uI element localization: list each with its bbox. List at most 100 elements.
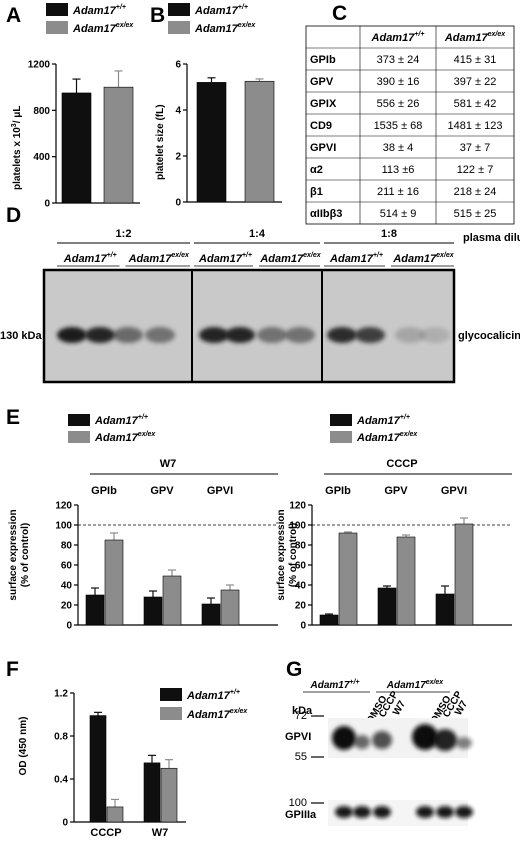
lane-label-wt-sup: +/+ — [107, 252, 117, 259]
legend-wt-sup: +/+ — [230, 689, 240, 696]
blot-band — [199, 327, 229, 343]
blot-band — [436, 806, 454, 818]
table-header-ko-sup: ex/ex — [488, 31, 507, 38]
chart-e-w7: W7 0 20 40 60 80 100 120 GPIb GPV GPVI — [55, 458, 278, 632]
blot-band — [416, 806, 434, 818]
ylabel-e-left-2: (% of control) — [20, 523, 31, 587]
lane-label-ko-text: Adam17 — [259, 253, 304, 265]
svg-text:Adam17ex/ex: Adam17ex/ex — [72, 22, 134, 35]
legend-swatch-wt — [168, 3, 190, 16]
table-cell-wt: 514 ± 9 — [380, 208, 417, 220]
legend-wt-sup: +/+ — [138, 414, 148, 421]
panel-label-b: B — [150, 4, 165, 27]
table-row-name: αIIbβ3 — [310, 208, 342, 220]
bar-ko — [244, 80, 275, 203]
bar-ko — [220, 589, 240, 626]
table-cell-wt: 390 ± 16 — [377, 76, 420, 88]
legend-swatch-ko — [330, 431, 352, 443]
ylabel-b: platelet size (fL) — [155, 104, 166, 180]
bar-ko — [338, 532, 358, 626]
dilution-label: 1:4 — [249, 228, 266, 240]
marker-55: 55 — [295, 751, 307, 763]
lane-label-wt-text: Adam17 — [198, 253, 243, 265]
bar-ko — [103, 86, 134, 204]
bar-wt — [85, 594, 105, 626]
marker-100: 100 — [289, 797, 307, 809]
blot-band — [455, 806, 473, 818]
legend-ko-label: Adam17 — [194, 23, 239, 35]
lane-label-ko-sup: ex/ex — [436, 252, 455, 259]
lane-label-wt: Adam17+/+ — [329, 252, 383, 265]
blot-band — [335, 806, 353, 818]
group-label-wt: Adam17+/+ — [309, 679, 359, 691]
category-label: GPIb — [91, 485, 117, 497]
blot-band — [456, 737, 472, 749]
y-tick-label: 0 — [300, 621, 306, 632]
table-row-name: GPIb — [310, 54, 336, 66]
kda-label: kDa — [292, 705, 313, 717]
ylabel-f: OD (450 nm) — [18, 717, 29, 776]
category-label: W7 — [152, 827, 169, 839]
blot-band — [332, 726, 356, 750]
bar-ko — [162, 575, 182, 626]
blot-band — [355, 327, 385, 343]
blot-band — [257, 327, 287, 343]
category-label: GPVI — [207, 485, 233, 497]
y-tick-label: 0 — [62, 818, 68, 829]
legend-ko-sup: ex/ex — [400, 431, 419, 438]
svg-text:Adam17ex/ex: Adam17ex/ex — [94, 431, 156, 444]
group-label-ko-sup: ex/ex — [426, 679, 445, 686]
table-header-ko: Adam17ex/ex — [444, 31, 506, 44]
legend-wt-label: Adam17 — [194, 5, 239, 17]
y-tick-label: 60 — [61, 561, 73, 572]
lane-label-ko-sup: ex/ex — [171, 252, 190, 259]
legend-ko-label: Adam17 — [186, 709, 231, 721]
table-cell-ko: 581 ± 42 — [454, 98, 497, 110]
lane-label-wt-sup: +/+ — [373, 252, 383, 259]
y-tick-label: 800 — [33, 106, 50, 117]
y-tick-label: 400 — [33, 152, 50, 163]
blot-band — [412, 724, 438, 750]
svg-text:Adam17+/+: Adam17+/+ — [94, 414, 148, 427]
group-label-wt-sup: +/+ — [349, 679, 359, 686]
table-cell-ko: 1481 ± 123 — [448, 120, 503, 132]
table-cell-ko: 218 ± 24 — [454, 186, 497, 198]
bar-wt — [435, 593, 455, 626]
dilution-label: 1:8 — [381, 228, 397, 240]
y-tick-label: 4 — [175, 106, 181, 117]
legend-wt-sup: +/+ — [238, 4, 248, 11]
legend-ko-sup: ex/ex — [116, 22, 135, 29]
table-row-name: GPV — [310, 76, 334, 88]
lane-label-wt: Adam17+/+ — [63, 252, 117, 265]
y-tick-label: 100 — [289, 521, 306, 532]
svg-text:Adam17+/+: Adam17+/+ — [72, 4, 126, 17]
y-tick-label: 0 — [175, 198, 181, 209]
table-border — [305, 25, 515, 225]
legend-wt-label: Adam17 — [356, 415, 401, 427]
legend-b: Adam17+/+ Adam17ex/ex — [168, 3, 256, 35]
table-row-name: β1 — [310, 186, 323, 198]
blot-band — [395, 327, 425, 343]
legend-f: Adam17+/+ Adam17ex/ex — [160, 688, 248, 721]
table-row-name: CD9 — [310, 120, 332, 132]
legend-swatch-ko — [168, 21, 190, 34]
band-label: glycocalicin — [458, 330, 520, 342]
chart-f: 0 0.4 0.8 1.2 CCCP W7 — [54, 689, 186, 839]
blot-band — [225, 327, 255, 343]
svg-text:Adam17+/+: Adam17+/+ — [186, 689, 240, 702]
lane-label-wt: Adam17+/+ — [198, 252, 252, 265]
svg-text:Adam17+/+: Adam17+/+ — [194, 4, 248, 17]
panel-label-e: E — [6, 406, 20, 429]
legend-ko-sup: ex/ex — [138, 431, 157, 438]
group-title: CCCP — [386, 458, 417, 470]
y-tick-label: 0.4 — [54, 775, 68, 786]
lane-label-ko-text: Adam17 — [128, 253, 173, 265]
y-tick-label: 6 — [175, 60, 181, 71]
table-cell-ko: 37 ± 7 — [460, 142, 491, 154]
legend-a: Adam17+/+ Adam17ex/ex — [46, 3, 134, 35]
bar-wt — [377, 587, 397, 626]
